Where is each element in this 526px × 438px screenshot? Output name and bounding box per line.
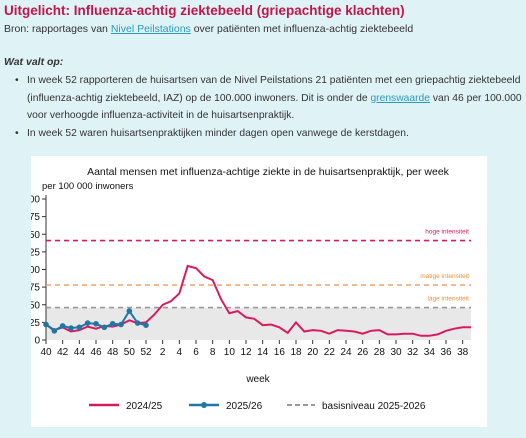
plot-area: 0 25 50 75 100 125 150 175 200 hoge intensiteit ma… — [23, 195, 471, 358]
series-point-2025-26-6 — [93, 320, 99, 327]
x-tick-label-36: 36 — [440, 347, 452, 358]
x-tick-label-46: 46 — [90, 347, 102, 358]
x-tick-label-22: 22 — [324, 347, 336, 358]
y-tick-label-200: 200 — [31, 195, 40, 206]
nivel-peilstations-link[interactable]: Nivel Peilstations — [110, 23, 191, 35]
y-tick-label-50: 50 — [31, 300, 40, 311]
x-tick-label-50: 50 — [124, 347, 136, 358]
source-suffix: over patiënten met influenza-achtig ziek… — [190, 23, 414, 35]
reference-label-low: lage intensiteit — [427, 296, 469, 303]
influenza-chart: Aantal mensen met influenza-achtige ziek… — [23, 166, 471, 412]
series-point-2025-26-3 — [68, 325, 74, 331]
chart-legend: 2024/25 2025/26 basisniveau 2025-2026 — [89, 401, 426, 412]
chart-container: Aantal mensen met influenza-achtige ziek… — [23, 156, 487, 427]
source-line: Bron: rapportages van Nivel Peilstations… — [4, 23, 413, 35]
x-tick-label-28: 28 — [374, 347, 386, 358]
legend-marker-2025-26 — [201, 402, 207, 408]
reference-label-mid: matige intensiteit — [420, 273, 469, 280]
y-tick-label-175: 175 — [31, 212, 40, 223]
x-axis-label: week — [245, 374, 270, 385]
x-tick-label-10: 10 — [224, 347, 236, 358]
grenswaarde-link[interactable]: grenswaarde — [370, 92, 430, 104]
x-tick-label-20: 20 — [307, 347, 319, 358]
y-tick-label-125: 125 — [31, 247, 40, 258]
series-line-2024-25 — [45, 264, 471, 337]
x-tick-label-38: 38 — [457, 347, 469, 358]
x-tick-label-2: 2 — [160, 347, 166, 358]
source-prefix: Bron: rapportages van — [4, 23, 111, 35]
legend-label-baseline: basisniveau 2025-2026 — [322, 401, 426, 412]
x-tick-label-48: 48 — [107, 347, 119, 358]
series-point-2025-26-2 — [59, 323, 66, 329]
y-tick-label-0: 0 — [34, 336, 40, 347]
x-tick-label-16: 16 — [274, 347, 286, 358]
y-tick-label-100: 100 — [31, 265, 40, 276]
series-point-2025-26-12 — [143, 322, 149, 328]
series-point-2025-26-0 — [43, 321, 49, 328]
series-point-2025-26-9 — [118, 321, 124, 328]
baseline-band — [46, 307, 471, 340]
x-tick-label-12: 12 — [240, 347, 252, 358]
bullet1-text-after: van 46 per 100.000 voor verhoogde influe… — [27, 92, 522, 122]
x-tick-label-26: 26 — [357, 347, 369, 358]
series-point-2025-26-7 — [101, 324, 108, 331]
reference-label-high: hoge intensiteit — [425, 229, 469, 236]
x-tick-label-32: 32 — [407, 347, 419, 358]
x-tick-label-8: 8 — [210, 347, 216, 358]
bullet-item-week52: In week 52 rapporteren de huisartsen van… — [15, 72, 526, 125]
bullet-list: In week 52 rapporteren de huisartsen van… — [0, 72, 526, 142]
y-tick-label-75: 75 — [31, 283, 40, 294]
x-tick-label-40: 40 — [40, 347, 52, 358]
bullet1-text-before: In week 52 rapporteren de huisartsen van… — [27, 75, 521, 104]
x-tick-label-34: 34 — [424, 347, 436, 358]
legend-label-2025-26: 2025/26 — [226, 401, 263, 412]
y-tick-label-150: 150 — [31, 230, 40, 241]
x-tick-label-18: 18 — [290, 347, 302, 358]
section-heading: Wat valt op: — [4, 56, 64, 68]
x-tick-label-4: 4 — [177, 347, 183, 358]
series-point-2025-26-8 — [109, 320, 116, 327]
series-point-2025-26-1 — [51, 328, 58, 334]
legend-label-2024-25: 2024/25 — [126, 401, 163, 412]
y-tick-label-25: 25 — [31, 318, 40, 329]
page-title: Uitgelicht: Influenza-achtig ziektebeeld… — [4, 3, 405, 18]
x-tick-label-6: 6 — [193, 347, 199, 358]
series-point-2025-26-4 — [76, 324, 83, 331]
series-point-2025-26-5 — [84, 320, 91, 326]
bullet-item-kerstdagen: In week 52 waren huisartsenpraktijken mi… — [15, 125, 526, 143]
x-tick-label-44: 44 — [74, 347, 86, 358]
x-tick-label-14: 14 — [257, 347, 269, 358]
y-axis-label: per 100 000 inwoners — [42, 181, 134, 192]
series-point-2025-26-10 — [126, 308, 133, 314]
x-tick-label-52: 52 — [140, 347, 152, 358]
x-tick-label-42: 42 — [57, 347, 69, 358]
x-tick-label-30: 30 — [390, 347, 402, 358]
chart-title: Aantal mensen met influenza-achtige ziek… — [87, 166, 450, 178]
series-point-2025-26-11 — [134, 320, 141, 326]
x-tick-label-24: 24 — [340, 347, 352, 358]
